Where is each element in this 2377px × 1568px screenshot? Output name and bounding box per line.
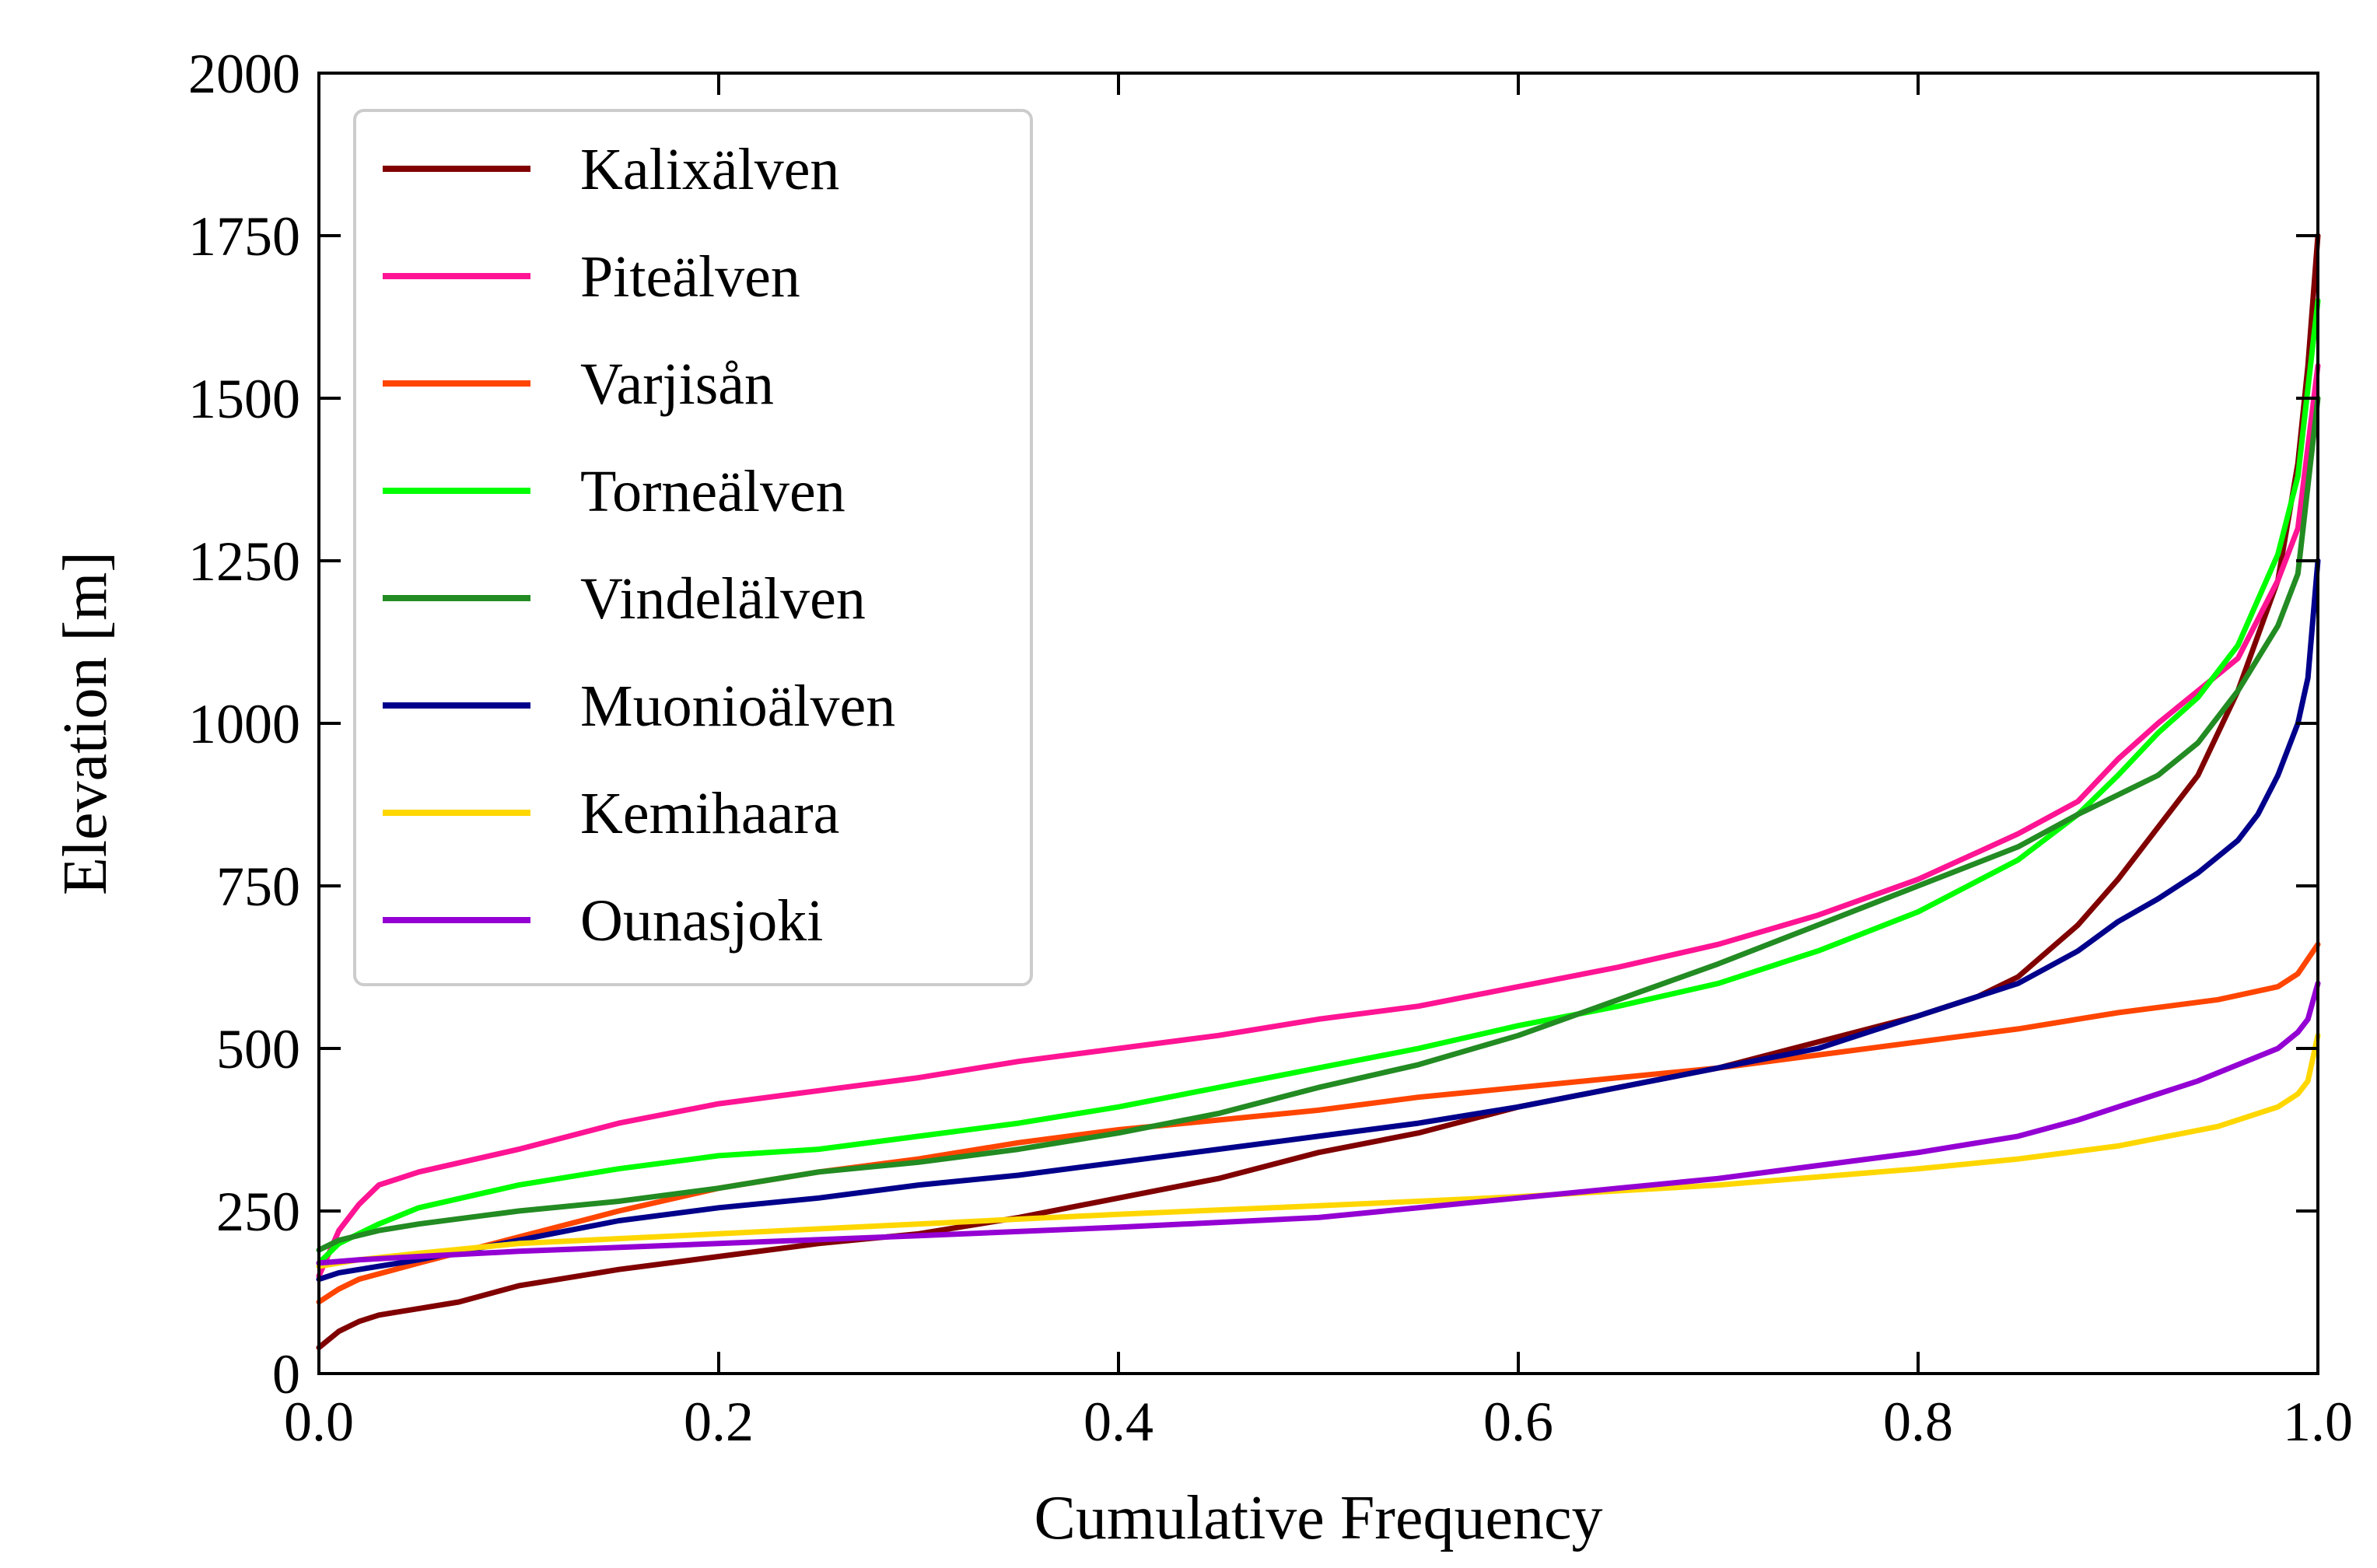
- series-line-3: [316, 298, 2321, 1266]
- series-line-7: [316, 980, 2321, 1266]
- y-tick-label: 1750: [188, 205, 300, 268]
- legend-label-5: Muonioälven: [580, 674, 895, 739]
- x-tick-label: 0.0: [284, 1391, 354, 1453]
- legend-label-2: Varjisån: [580, 352, 774, 417]
- x-tick-label: 0.4: [1083, 1391, 1153, 1453]
- y-tick-label: 250: [216, 1181, 300, 1243]
- legend-label-4: Vindelälven: [580, 566, 866, 632]
- series-line-4: [316, 395, 2321, 1253]
- x-tick-label: 1.0: [2283, 1391, 2353, 1453]
- series-line-5: [316, 558, 2321, 1283]
- y-tick-label: 500: [216, 1018, 300, 1080]
- legend-box: [353, 109, 1033, 986]
- y-tick-label: 1500: [188, 368, 300, 430]
- y-tick-label: 750: [216, 856, 300, 918]
- x-axis-label: Cumulative Frequency: [1034, 1484, 1603, 1552]
- y-tick-label: 1250: [188, 530, 300, 593]
- y-tick-label: 2000: [188, 43, 300, 105]
- x-tick-label: 0.8: [1883, 1391, 1953, 1453]
- x-tick-label: 0.6: [1483, 1391, 1553, 1453]
- tick-labels-layer: 0.0 0.2 0.4 0.6 0.8 1.0 0 250 500 750 1000 1250 1500…: [188, 43, 2353, 1453]
- legend-label-6: Kemihaara: [580, 781, 839, 846]
- series-line-2: [316, 941, 2321, 1305]
- y-tick-label: 0: [272, 1343, 300, 1405]
- series-line-0: [316, 233, 2321, 1351]
- legend-label-0: Kalixälven: [580, 137, 839, 202]
- y-axis-label: Elevation [m]: [51, 551, 120, 895]
- series-line-1: [316, 362, 2321, 1279]
- x-tick-label: 0.2: [684, 1391, 754, 1453]
- legend: Kalixälven Piteälven Varjisån Torneälven Vin…: [353, 109, 1033, 986]
- series-layer: [316, 233, 2321, 1351]
- legend-label-3: Torneälven: [580, 459, 845, 524]
- legend-label-1: Piteälven: [580, 244, 800, 310]
- y-tick-label: 1000: [188, 693, 300, 755]
- legend-label-7: Ounasjoki: [580, 888, 823, 954]
- plot-frame: [317, 72, 2319, 1375]
